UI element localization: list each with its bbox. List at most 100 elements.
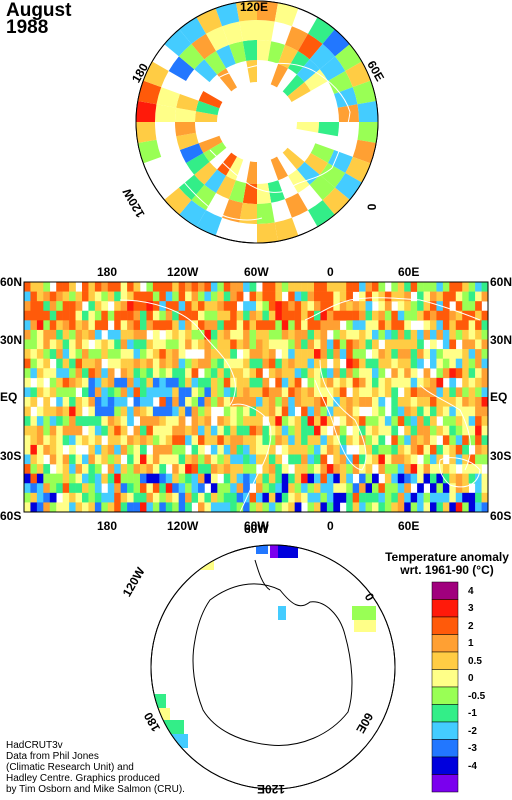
map-cell xyxy=(114,444,121,455)
map-cell xyxy=(56,406,63,417)
north-cell xyxy=(178,43,205,70)
map-cell xyxy=(468,368,476,379)
map-cell xyxy=(120,282,128,292)
map-cell xyxy=(30,454,38,465)
map-cell xyxy=(152,358,160,369)
map-cell xyxy=(449,473,457,484)
map-cell xyxy=(114,301,121,312)
map-cell xyxy=(372,492,379,503)
map-cell xyxy=(326,282,334,292)
map-cell xyxy=(404,416,411,427)
top-lon-label: 60E xyxy=(398,265,420,279)
legend-label: 3 xyxy=(468,603,474,614)
map-cell xyxy=(243,435,250,446)
map-cell xyxy=(88,492,96,503)
north-cell xyxy=(334,87,358,108)
map-cell xyxy=(333,329,341,340)
map-cell xyxy=(36,358,44,369)
map-cell xyxy=(127,387,134,398)
map-cell xyxy=(249,339,257,350)
map-cell xyxy=(417,483,424,494)
map-cell xyxy=(365,425,373,436)
map-cell xyxy=(159,502,167,512)
map-cell xyxy=(262,454,270,465)
map-cell xyxy=(314,473,321,484)
map-cell xyxy=(333,358,341,369)
map-cell xyxy=(114,454,121,465)
map-cell xyxy=(127,377,134,388)
map-cell xyxy=(256,358,263,369)
map-cell xyxy=(114,483,121,494)
map-cell xyxy=(275,425,283,436)
map-cell xyxy=(94,368,102,379)
map-cell xyxy=(30,320,38,331)
map-cell xyxy=(423,282,431,292)
map-cell xyxy=(133,358,141,369)
map-cell xyxy=(268,406,276,417)
map-cell xyxy=(223,377,231,388)
map-cell xyxy=(423,416,431,427)
map-cell xyxy=(294,320,302,331)
north-label-120e: 120E xyxy=(240,0,269,14)
map-cell xyxy=(436,368,444,379)
map-cell xyxy=(372,416,379,427)
map-cell xyxy=(101,397,109,407)
map-cell xyxy=(120,329,128,340)
map-cell xyxy=(288,473,295,484)
map-cell xyxy=(75,473,83,484)
map-cell xyxy=(268,368,276,379)
map-cell xyxy=(436,483,444,494)
north-cell xyxy=(179,200,206,227)
map-cell xyxy=(326,473,334,484)
map-cell xyxy=(94,291,102,302)
map-cell xyxy=(210,425,218,436)
map-cell xyxy=(236,444,244,455)
map-cell xyxy=(140,502,147,512)
map-cell xyxy=(152,301,160,312)
map-cell xyxy=(24,339,31,350)
map-cell xyxy=(268,502,276,512)
map-cell xyxy=(133,483,141,494)
map-cell xyxy=(204,310,212,321)
map-cell xyxy=(333,310,341,321)
map-cell xyxy=(417,377,424,388)
map-cell xyxy=(24,368,31,379)
map-cell xyxy=(294,444,302,455)
map-cell xyxy=(352,454,360,465)
map-cell xyxy=(378,368,386,379)
legend-swatch xyxy=(431,739,459,758)
map-cell xyxy=(384,358,392,369)
map-cell xyxy=(165,397,173,407)
map-cell xyxy=(56,454,63,465)
north-cell xyxy=(196,210,223,236)
south-polar-map xyxy=(150,544,396,790)
north-cell xyxy=(278,44,298,69)
map-cell xyxy=(301,358,308,369)
map-cell xyxy=(30,464,38,474)
map-cell xyxy=(294,435,302,446)
map-cell xyxy=(24,291,31,302)
map-cell xyxy=(94,435,102,446)
right-lat-label: 30S xyxy=(490,449,512,463)
map-cell xyxy=(314,502,321,512)
map-cell xyxy=(114,464,121,474)
map-cell xyxy=(198,397,205,407)
map-cell xyxy=(410,502,418,512)
map-cell xyxy=(301,416,308,427)
map-cell xyxy=(172,397,179,407)
map-cell xyxy=(172,339,179,350)
map-cell xyxy=(198,406,205,417)
map-cell xyxy=(314,310,321,321)
map-cell xyxy=(481,358,488,369)
map-cell xyxy=(301,454,308,465)
map-cell xyxy=(236,416,244,427)
map-cell xyxy=(146,492,154,503)
map-cell xyxy=(404,282,411,292)
map-cell xyxy=(455,291,463,302)
map-cell xyxy=(75,349,83,359)
map-cell xyxy=(372,358,379,369)
map-cell xyxy=(69,368,76,379)
map-cell xyxy=(455,425,463,436)
map-cell xyxy=(49,483,57,494)
map-cell xyxy=(430,473,437,484)
